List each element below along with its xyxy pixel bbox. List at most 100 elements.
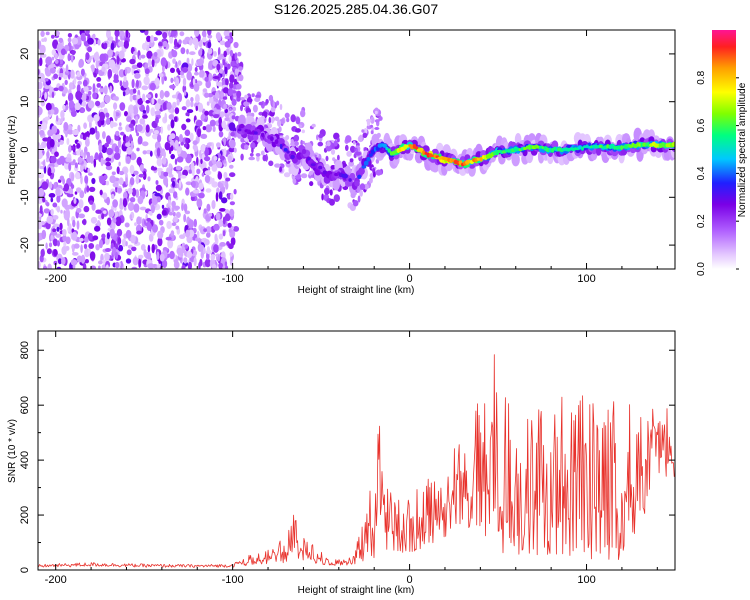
noise-speckle (238, 66, 243, 71)
noise-speckle (89, 200, 94, 205)
noise-speckle (82, 262, 87, 269)
noise-speckle (177, 60, 182, 66)
noise-speckle (152, 224, 158, 233)
noise-speckle (317, 141, 324, 147)
ridge-mark (283, 148, 288, 152)
noise-speckle (76, 255, 83, 263)
noise-speckle (84, 236, 89, 243)
noise-speckle (77, 80, 82, 85)
noise-speckle (56, 266, 62, 269)
noise-speckle (150, 204, 155, 214)
noise-speckle (147, 263, 154, 269)
noise-speckle (45, 56, 53, 66)
y-tick-label: 10 (19, 96, 31, 108)
noise-speckle (210, 254, 216, 261)
noise-speckle (189, 51, 196, 56)
ridge-mark (358, 167, 365, 175)
noise-speckle (206, 203, 211, 212)
noise-speckle (157, 230, 164, 239)
noise-speckle (93, 72, 97, 78)
noise-speckle (53, 182, 57, 190)
noise-speckle (149, 82, 156, 91)
noise-speckle (47, 109, 52, 115)
noise-speckle (98, 265, 101, 269)
noise-speckle (59, 59, 64, 65)
noise-speckle (38, 160, 41, 169)
noise-speckle (119, 102, 126, 111)
x-tick-label: 0 (407, 574, 413, 586)
noise-speckle (150, 167, 158, 171)
noise-speckle (136, 230, 142, 235)
ridge-mark (301, 148, 307, 155)
noise-speckle (71, 231, 78, 241)
noise-speckle (354, 151, 362, 156)
noise-speckle (142, 93, 146, 103)
x-tick-label: 100 (577, 273, 595, 285)
noise-speckle (170, 153, 175, 160)
noise-speckle (147, 58, 152, 67)
noise-speckle (206, 232, 211, 238)
ridge-mark (479, 157, 483, 162)
noise-speckle (78, 98, 83, 105)
noise-speckle (217, 56, 223, 61)
ridge-mark (366, 156, 371, 162)
noise-speckle (119, 197, 123, 206)
noise-speckle (321, 193, 324, 201)
noise-speckle (230, 237, 236, 246)
noise-speckle (227, 88, 234, 97)
snr-axes: -200 -100 0 100 0 200 400 600 800 (19, 331, 675, 586)
noise-speckle (123, 75, 127, 83)
noise-speckle (227, 193, 231, 200)
noise-speckle (108, 209, 115, 218)
noise-speckle (122, 238, 127, 247)
noise-speckle (137, 97, 144, 106)
noise-speckle (171, 94, 177, 99)
noise-speckle (113, 109, 116, 119)
noise-speckle (357, 195, 361, 203)
noise-speckle (176, 98, 180, 106)
noise-speckle (221, 79, 226, 87)
noise-speckle (213, 156, 218, 161)
noise-speckle (228, 243, 234, 250)
noise-speckle (154, 93, 158, 99)
noise-speckle (116, 187, 123, 193)
noise-speckle (176, 156, 184, 163)
noise-speckle (164, 112, 167, 122)
noise-speckle (136, 147, 140, 152)
noise-speckle (94, 225, 101, 232)
noise-speckle (50, 155, 57, 164)
noise-speckle (258, 101, 264, 106)
noise-speckle (52, 215, 59, 220)
noise-speckle (85, 138, 90, 147)
noise-speckle (43, 208, 50, 214)
noise-speckle (161, 75, 165, 85)
noise-speckle (158, 73, 164, 78)
noise-speckle (132, 88, 137, 94)
noise-speckle (81, 92, 87, 102)
noise-speckle (337, 137, 340, 143)
noise-speckle (173, 76, 177, 82)
noise-speckle (102, 192, 108, 200)
noise-speckle (74, 102, 81, 111)
noise-speckle (161, 209, 167, 216)
noise-speckle (173, 205, 180, 210)
noise-speckle (194, 67, 198, 72)
noise-speckle (227, 155, 233, 164)
noise-speckle (180, 74, 185, 79)
noise-speckle (58, 76, 62, 81)
noise-speckle (97, 220, 101, 226)
noise-speckle (185, 229, 191, 238)
noise-speckle (260, 150, 265, 156)
noise-speckle (87, 232, 93, 241)
noise-speckle (51, 56, 55, 61)
ridge-mark (370, 149, 376, 154)
noise-speckle (187, 261, 192, 269)
noise-speckle (251, 93, 255, 98)
noise-speckle (115, 130, 120, 137)
noise-speckle (129, 109, 134, 113)
noise-speckle (87, 46, 93, 53)
noise-speckle (224, 261, 228, 267)
noise-speckle (118, 126, 123, 131)
noise-speckle (57, 258, 62, 265)
noise-speckle (138, 258, 142, 268)
